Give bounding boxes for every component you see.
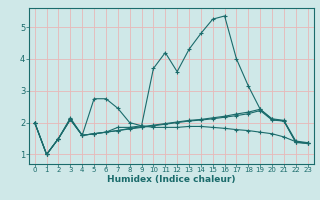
X-axis label: Humidex (Indice chaleur): Humidex (Indice chaleur) bbox=[107, 175, 236, 184]
